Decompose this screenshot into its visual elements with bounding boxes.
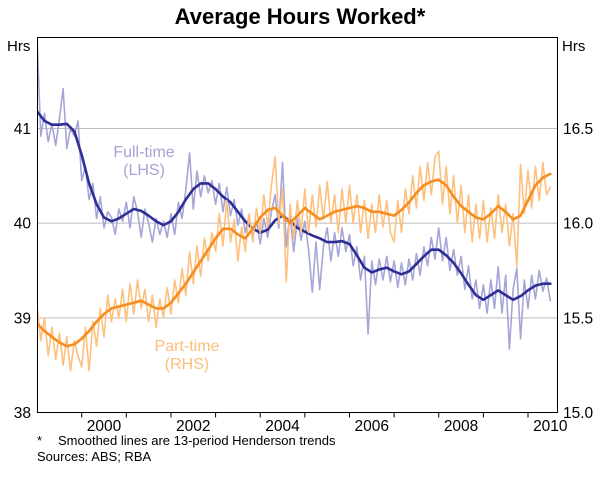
series-label-part-time: Part-time (RHS): [117, 338, 257, 374]
plot-frame: [37, 37, 558, 413]
right-axis-tick-label: 15.5: [563, 310, 593, 327]
series-line-part-time-monthly: [37, 150, 552, 372]
left-axis-tick-label: 40: [14, 216, 32, 233]
left-axis-unit: Hrs: [7, 38, 31, 55]
series-label-full-time-line1: Full-time: [113, 144, 175, 161]
right-axis-tick-label: 15.0: [563, 405, 594, 422]
series-label-full-time: Full-time (LHS): [74, 144, 214, 180]
left-axis-tick-label: 41: [14, 121, 31, 138]
x-axis-label: 2002: [176, 418, 210, 435]
left-axis-tick-label: 39: [14, 310, 31, 327]
series-label-full-time-line2: (LHS): [123, 162, 165, 179]
series-label-part-time-line1: Part-time: [154, 338, 220, 355]
series-line-part-time-trend: [37, 172, 552, 348]
series-line-full-time-monthly: [37, 37, 552, 350]
series-line-full-time-trend: [37, 110, 552, 302]
right-axis-tick-label: 16.5: [563, 121, 593, 138]
x-axis-label: 2008: [444, 418, 478, 435]
left-axis-tick-label: 38: [14, 405, 31, 422]
x-axis-label: 2004: [265, 418, 300, 435]
footnote-marker: *: [37, 433, 43, 448]
x-axis-label: 2010: [533, 418, 568, 435]
right-axis-tick-label: 16.0: [563, 216, 594, 233]
sources-line: Sources: ABS; RBA: [37, 449, 152, 464]
footnote: * Smoothed lines are 13-period Henderson …: [37, 433, 577, 448]
series-label-part-time-line2: (RHS): [164, 356, 210, 373]
right-axis-unit: Hrs: [562, 38, 586, 55]
x-axis-label: 2000: [87, 418, 122, 435]
footnote-text: Smoothed lines are 13-period Henderson t…: [58, 433, 336, 448]
x-axis-label: 2006: [355, 418, 389, 435]
chart-title: Average Hours Worked*: [174, 4, 426, 29]
